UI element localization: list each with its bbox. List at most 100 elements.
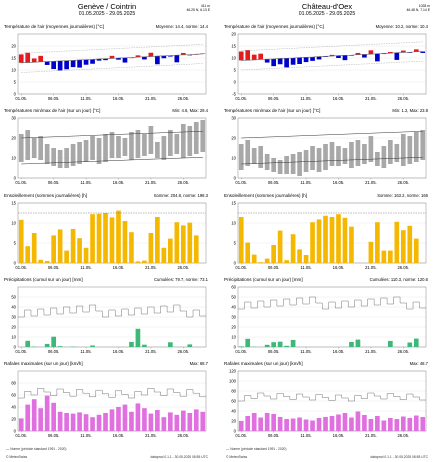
minmax-bar [180, 124, 186, 158]
sunshine-bar [83, 247, 89, 263]
sunshine-bar [193, 235, 199, 263]
dataset-info: dataprod 0.1.1 - 30.05.2025 08:55 UTC [370, 455, 428, 459]
precipitation-bar [413, 338, 419, 347]
temperature-bar [109, 55, 115, 59]
sunshine-bar [142, 260, 147, 263]
sunshine-bar [31, 233, 37, 263]
precipitation-bar [25, 340, 31, 347]
y-tick-label: 10 [11, 220, 16, 225]
norm-legend: — Norme (période standard 1991 - 2020) [226, 447, 287, 451]
precipitation-bar [142, 344, 147, 347]
x-tick-label: 21.05. [365, 349, 377, 354]
y-tick-label: 0 [14, 91, 17, 96]
precipitation-bar [168, 342, 173, 347]
gusts-bar [57, 411, 63, 431]
precipitation-bar [51, 336, 56, 347]
station-altitude: 411 m [200, 4, 210, 8]
temperature-bar [90, 59, 95, 64]
sunshine-bar [310, 222, 315, 263]
panel-gusts: Rafales maximales (sur un jour) [km/h] Ma… [224, 361, 430, 445]
x-tick-label: 21.05. [145, 265, 157, 270]
x-tick-label: 21.05. [145, 180, 157, 185]
x-tick-label: 11.05. [300, 265, 311, 270]
x-tick-label: 01.05. [235, 433, 247, 438]
sunshine-bar [51, 235, 56, 263]
precipitation-bar [355, 339, 361, 347]
minmax-bar [129, 132, 134, 160]
x-tick-label: 21.05. [145, 349, 157, 354]
sunshine-bar [238, 217, 244, 263]
x-tick-label: 26.05. [397, 433, 409, 438]
x-tick-label: 01.05. [15, 180, 27, 185]
temperature-bar [135, 55, 141, 58]
minmax-bar [336, 146, 341, 166]
x-tick-label: 16.05. [113, 265, 125, 270]
temperature-bar [38, 55, 44, 62]
sunshine-bar [174, 222, 180, 263]
x-tick-label: 26.05. [177, 265, 189, 270]
sunshine-bar [135, 261, 141, 263]
temperature-bar [31, 58, 37, 63]
temperature-bar [57, 60, 63, 71]
minmax-bar [355, 140, 361, 166]
panel-stat: Somme: 163.2, norme: 166 [377, 193, 428, 198]
gusts-bar [148, 413, 154, 431]
gusts-bar [31, 399, 37, 431]
gusts-bar [316, 418, 322, 431]
x-tick-label: 11.05. [300, 433, 311, 438]
panel-stat: Somme: 204.8, norme: 198.3 [153, 193, 208, 198]
temperature-bar [290, 58, 296, 65]
temperature-bar [355, 52, 361, 55]
gusts-bar [135, 403, 141, 431]
temperature-bar [400, 50, 406, 53]
sunshine-bar [342, 217, 348, 263]
y-tick-label: 0 [14, 260, 17, 265]
y-tick-label: 20 [11, 416, 16, 421]
gusts-bar [64, 413, 69, 431]
sunshine-bar [271, 245, 276, 263]
panel-title: Température de l'air (moyennes journaliè… [224, 24, 324, 29]
gusts-bar [329, 416, 335, 431]
sunshine-bar [187, 222, 193, 263]
minmax-bar [31, 138, 37, 158]
gusts-bar [142, 408, 147, 431]
temperature-bar [187, 54, 193, 56]
temperature-bar [122, 57, 128, 63]
sunshine-bar [245, 242, 251, 263]
minmax-bar [96, 138, 102, 164]
sunshine-bar [297, 249, 302, 263]
y-tick-label: 5 [14, 79, 17, 84]
x-tick-label: 16.05. [113, 433, 125, 438]
temperature-bar [238, 51, 244, 61]
minmax-bar [109, 132, 115, 158]
norm-legend-label: Norme (période standard 1991 - 2020) [230, 447, 287, 451]
y-tick-label: 10 [11, 334, 16, 339]
x-tick-label: 01.05. [15, 265, 27, 270]
norm-line [241, 51, 423, 61]
sunshine-bar [277, 230, 283, 263]
gusts-bar [187, 413, 193, 431]
temperature-bar [77, 59, 82, 68]
sunshine-bar [316, 219, 322, 263]
temperature-bar [271, 58, 276, 67]
x-tick-label: 11.05. [300, 96, 311, 101]
y-tick-label: 15 [11, 55, 16, 60]
temperature-bar [148, 52, 154, 57]
minmax-bar [342, 148, 348, 164]
panel-title: Températures min/max de l'air (sur un jo… [4, 108, 101, 113]
x-tick-label: 11.05. [80, 265, 91, 270]
sunshine-bar [375, 222, 380, 263]
y-tick-label: 20 [231, 324, 236, 329]
gusts-bar [368, 419, 374, 431]
station-altitude: 1028 m [418, 4, 430, 8]
gusts-bar [180, 410, 186, 431]
temperature-bar [303, 57, 309, 63]
plot-frame [237, 117, 427, 179]
temperature-bar [362, 54, 367, 58]
panel-stat: Moyenne: 10.2, norme: 10.4 [375, 24, 428, 29]
minmax-bar [25, 130, 31, 160]
x-tick-label: 16.05. [333, 96, 345, 101]
precipitation-bar [407, 342, 413, 347]
minmax-bar [407, 136, 413, 164]
norm-band-lower [21, 63, 203, 73]
